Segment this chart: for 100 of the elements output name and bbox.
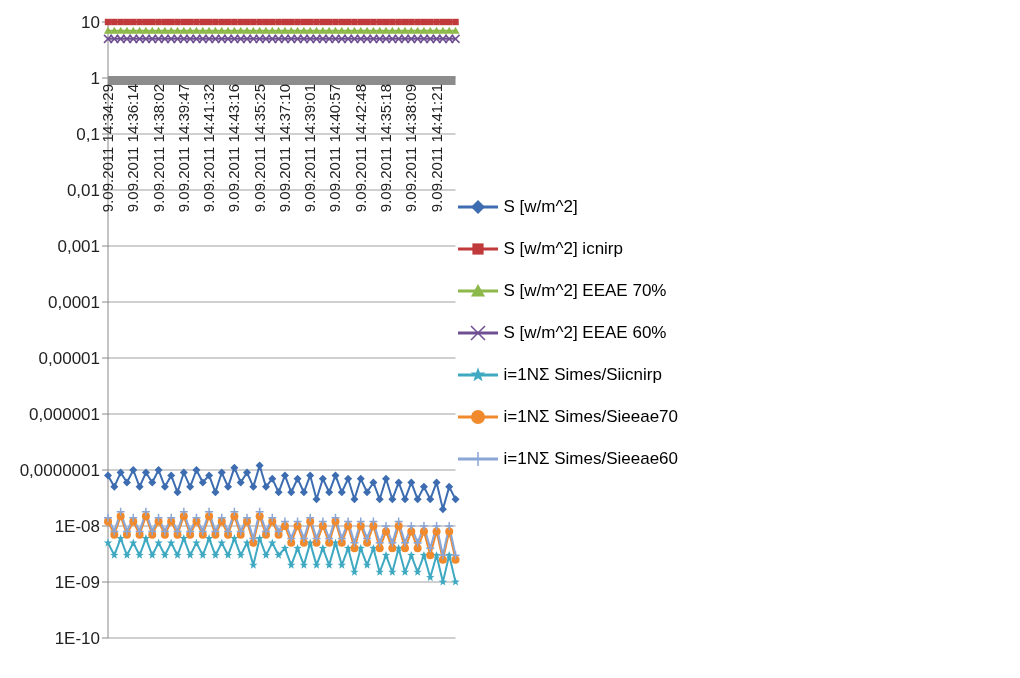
- x-tick-label: 9.09.2011 14:43:16: [225, 84, 243, 213]
- point: [451, 577, 460, 586]
- point: [419, 482, 428, 491]
- point: [294, 18, 301, 26]
- point: [318, 516, 328, 527]
- point: [261, 550, 271, 559]
- point: [431, 521, 442, 531]
- point: [128, 513, 139, 523]
- point: [141, 468, 150, 477]
- point: [274, 488, 283, 497]
- point: [230, 463, 239, 472]
- point: [312, 538, 321, 547]
- point: [135, 26, 144, 34]
- point: [104, 471, 112, 480]
- point: [419, 521, 429, 531]
- point: [280, 471, 289, 480]
- point: [445, 26, 454, 34]
- point: [394, 26, 403, 34]
- point: [205, 26, 214, 34]
- point: [388, 495, 397, 504]
- point: [426, 495, 435, 504]
- point: [381, 521, 391, 531]
- legend-label: i=1NΣ Simes/Sieeae70: [503, 407, 678, 427]
- point: [414, 18, 421, 26]
- point: [299, 533, 309, 544]
- point: [444, 521, 454, 531]
- point: [394, 522, 403, 530]
- point: [122, 526, 132, 537]
- point: [223, 526, 233, 537]
- point: [325, 26, 334, 34]
- point: [344, 26, 353, 34]
- point: [280, 543, 290, 552]
- point: [110, 26, 119, 34]
- point: [363, 488, 372, 497]
- point: [148, 26, 157, 34]
- point: [261, 526, 271, 537]
- x-tick-label: 9.09.2011 14:39:01: [301, 84, 319, 213]
- point: [318, 543, 328, 552]
- point: [104, 26, 112, 34]
- point: [224, 26, 233, 34]
- point: [173, 550, 182, 559]
- point: [216, 513, 227, 523]
- point: [185, 550, 195, 559]
- x-tick-label: 9.09.2011 14:41:21: [427, 84, 445, 213]
- point: [193, 18, 200, 26]
- point: [268, 26, 277, 34]
- y-tick-label: 0,0000001: [19, 461, 100, 481]
- point: [382, 26, 391, 34]
- point: [217, 26, 226, 34]
- point: [230, 534, 239, 542]
- x-tick-label: 9.09.2011 14:38:09: [402, 84, 420, 213]
- point: [445, 482, 454, 491]
- point: [318, 26, 327, 34]
- point: [344, 474, 353, 483]
- point: [167, 26, 176, 34]
- point: [394, 478, 403, 487]
- point: [387, 538, 398, 548]
- point: [160, 26, 169, 34]
- point: [274, 550, 283, 559]
- x-tick-label: 9.09.2011 14:35:18: [377, 84, 395, 213]
- point: [426, 551, 435, 560]
- point: [280, 516, 290, 527]
- legend-label: S [w/m^2]: [503, 197, 578, 217]
- point: [230, 512, 239, 521]
- point: [369, 522, 378, 530]
- point: [147, 526, 157, 537]
- legend-label: i=1NΣ Simes/Sieeae60: [503, 449, 678, 469]
- x-tick-label: 9.09.2011 14:37:10: [275, 84, 293, 213]
- point: [433, 18, 440, 26]
- y-tick-label: 1E-08: [54, 517, 100, 537]
- point: [362, 560, 372, 569]
- point: [160, 526, 170, 537]
- point: [155, 18, 162, 26]
- point: [217, 468, 226, 477]
- point: [331, 26, 340, 34]
- point: [324, 533, 334, 544]
- point: [374, 538, 385, 548]
- point: [369, 478, 378, 487]
- point: [186, 482, 195, 491]
- point: [110, 482, 119, 491]
- point: [407, 550, 416, 559]
- point: [407, 26, 416, 34]
- point: [337, 488, 346, 497]
- point: [122, 550, 132, 559]
- y-tick-label: 0,000001: [29, 405, 100, 425]
- point: [160, 550, 170, 559]
- point: [325, 488, 334, 497]
- point: [179, 534, 189, 542]
- point: [192, 538, 201, 547]
- point: [400, 495, 409, 504]
- point: [204, 506, 214, 517]
- point: [249, 482, 258, 491]
- point: [217, 538, 226, 547]
- point: [261, 26, 270, 34]
- point: [356, 474, 365, 483]
- point: [141, 26, 150, 34]
- point: [406, 521, 417, 531]
- point: [313, 18, 320, 26]
- point: [287, 26, 296, 34]
- x-tick-label: 9.09.2011 14:36:14: [124, 84, 142, 213]
